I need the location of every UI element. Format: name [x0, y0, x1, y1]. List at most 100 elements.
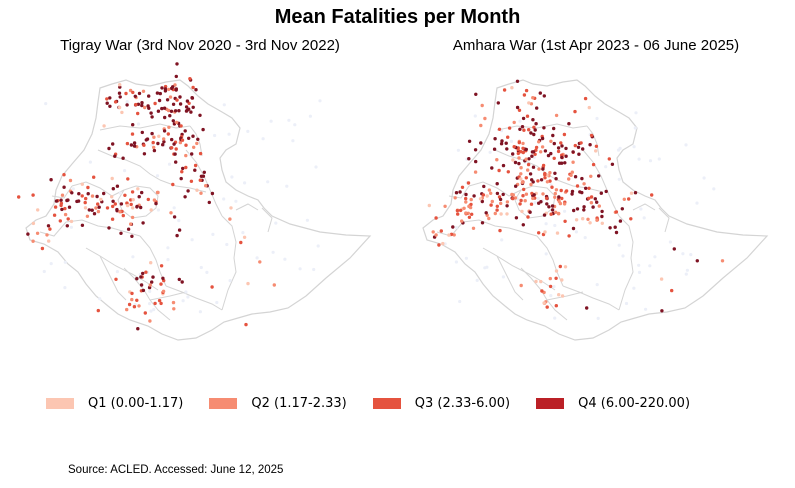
event-point-faint [648, 159, 653, 163]
event-point-q4 [49, 178, 53, 182]
event-point-q3 [554, 304, 558, 308]
event-point-q4 [149, 111, 153, 115]
event-point-q4 [518, 127, 522, 131]
event-point-q4 [576, 145, 581, 149]
region-boundary [556, 179, 604, 193]
event-point-q2 [622, 197, 626, 201]
event-point-q4 [505, 147, 509, 151]
event-point-faint [291, 139, 295, 143]
event-point-q3 [62, 173, 66, 177]
event-point-q3 [507, 126, 512, 130]
event-point-q4 [152, 148, 157, 153]
event-point-q4 [599, 191, 603, 195]
event-point-q3 [511, 196, 515, 201]
legend-swatch-q3 [372, 398, 401, 409]
event-point-q1 [574, 218, 579, 222]
region-boundary [582, 149, 620, 217]
event-point-q4 [87, 208, 92, 212]
event-point-q2 [553, 191, 557, 196]
event-point-faint [668, 240, 672, 244]
event-point-faint [63, 260, 67, 264]
event-point-q1 [149, 208, 153, 212]
event-point-q4 [514, 184, 518, 188]
event-point-q3 [180, 170, 184, 174]
event-point-faint [123, 169, 127, 173]
event-point-q4 [492, 147, 497, 151]
event-point-faint [458, 299, 462, 304]
event-point-q3 [239, 240, 243, 245]
event-point-q2 [272, 283, 276, 287]
event-point-faint [712, 187, 716, 191]
event-point-q4 [517, 161, 521, 166]
event-point-q3 [146, 197, 150, 202]
event-point-faint [312, 267, 316, 272]
event-point-faint [148, 302, 152, 306]
event-point-q1 [131, 206, 135, 210]
event-point-q3 [83, 200, 87, 205]
event-point-q4 [550, 208, 555, 212]
event-point-faint [648, 264, 652, 268]
event-point-q4 [150, 115, 154, 119]
event-point-q3 [40, 246, 45, 251]
event-point-q4 [187, 136, 191, 140]
event-point-faint [632, 145, 636, 149]
event-point-q2 [511, 193, 515, 197]
event-point-q4 [158, 91, 162, 96]
event-point-q4 [500, 139, 504, 143]
event-point-q4 [173, 152, 177, 156]
event-point-q3 [607, 157, 611, 161]
event-point-q4 [660, 309, 664, 313]
event-point-q4 [177, 228, 182, 232]
event-point-q2 [167, 87, 171, 92]
event-point-faint [136, 122, 141, 126]
event-point-q4 [451, 225, 455, 229]
event-point-q2 [462, 206, 466, 210]
event-point-q2 [517, 156, 521, 160]
event-point-q3 [460, 185, 465, 189]
event-point-faint [637, 263, 641, 267]
event-point-q3 [80, 194, 84, 198]
event-point-q4 [538, 91, 542, 95]
event-point-q4 [479, 141, 483, 145]
event-point-q1 [31, 221, 36, 226]
event-point-q4 [542, 213, 547, 217]
region-boundary [514, 185, 556, 219]
event-point-q2 [137, 304, 141, 308]
event-point-q1 [83, 206, 88, 210]
event-point-q2 [567, 177, 571, 181]
event-point-q4 [542, 126, 546, 130]
region-boundary [189, 125, 203, 157]
region-boundary [123, 267, 171, 321]
event-point-q3 [540, 289, 544, 293]
event-point-q3 [66, 217, 70, 221]
event-point-q4 [136, 102, 141, 107]
event-point-q3 [558, 264, 562, 269]
event-point-q3 [573, 143, 577, 148]
event-point-q4 [160, 106, 164, 111]
event-point-q1 [505, 212, 509, 216]
event-point-q3 [550, 185, 554, 189]
event-point-faint [213, 133, 217, 138]
event-point-q2 [553, 195, 557, 199]
event-point-faint [316, 244, 320, 248]
legend-label-q4: Q4 (6.00-220.00) [578, 396, 691, 411]
event-point-q4 [137, 91, 142, 96]
event-point-q3 [536, 179, 540, 183]
region-boundary [261, 207, 273, 233]
event-point-q4 [129, 143, 134, 147]
event-point-q1 [136, 187, 140, 191]
event-point-q4 [174, 87, 178, 91]
event-point-q4 [140, 190, 144, 195]
event-point-q2 [554, 188, 559, 192]
event-point-faint [215, 300, 219, 305]
event-point-q2 [554, 113, 559, 118]
event-point-q4 [571, 226, 576, 231]
event-point-q3 [135, 298, 139, 302]
event-point-q3 [184, 165, 188, 170]
event-point-q4 [505, 204, 509, 208]
event-point-q2 [125, 307, 129, 312]
event-point-q3 [627, 197, 631, 201]
event-point-q4 [54, 199, 59, 203]
event-point-q4 [581, 147, 585, 151]
event-point-faint [644, 307, 648, 311]
